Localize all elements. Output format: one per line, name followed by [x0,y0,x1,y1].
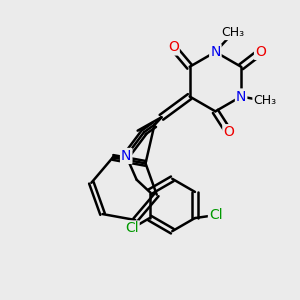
Text: O: O [168,40,179,55]
Text: O: O [223,125,234,139]
Text: N: N [210,45,220,59]
Text: N: N [236,89,246,103]
Text: Cl: Cl [209,208,223,222]
Text: N: N [121,149,131,163]
Text: Cl: Cl [125,221,139,236]
Text: CH₃: CH₃ [222,26,245,39]
Text: O: O [255,45,266,59]
Text: CH₃: CH₃ [253,94,277,107]
